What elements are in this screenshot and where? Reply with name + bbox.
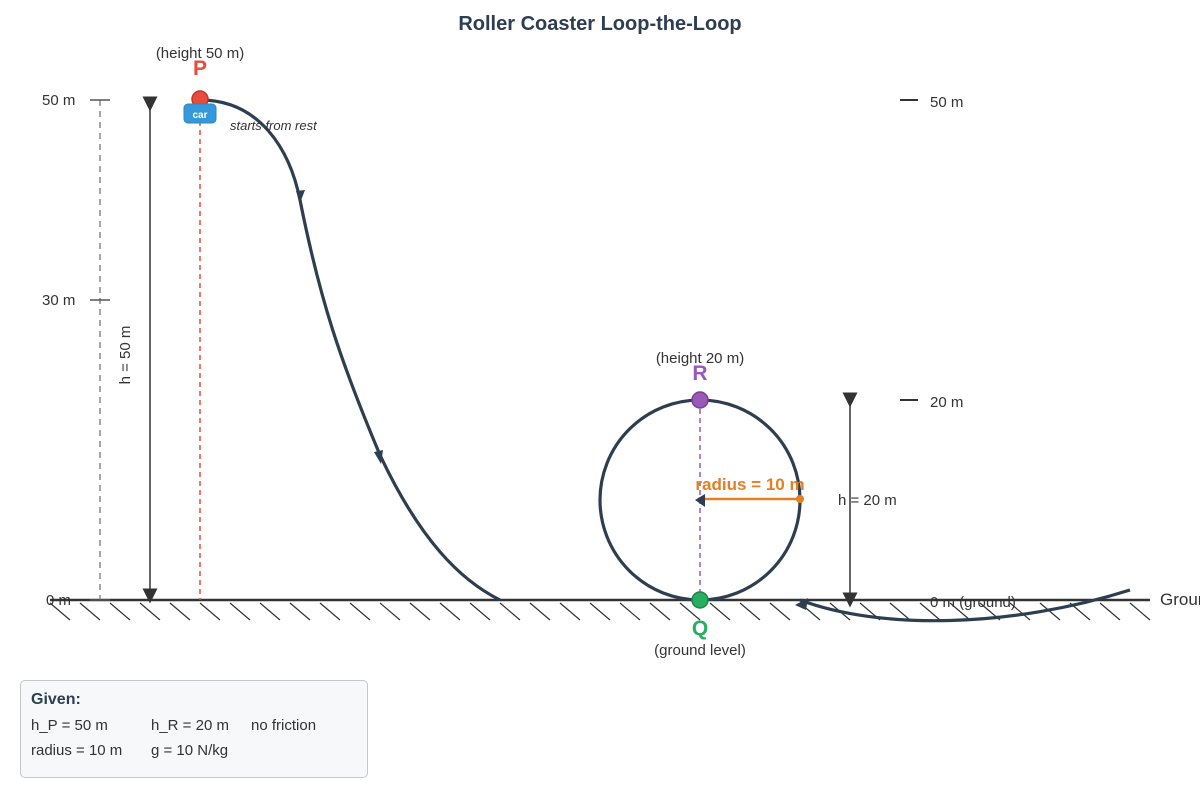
given-friction: no friction bbox=[251, 717, 317, 734]
start-note: starts from rest bbox=[230, 118, 318, 133]
left-tick-label-30: 30 m bbox=[42, 292, 75, 309]
point-p-caption: (height 50 m) bbox=[156, 45, 244, 62]
given-title: Given: bbox=[31, 691, 81, 708]
right-height-dimension: h = 20 m bbox=[838, 392, 897, 608]
diagram-title: Roller Coaster Loop-the-Loop bbox=[458, 13, 741, 35]
radius-indicator: radius = 10 m bbox=[695, 475, 805, 507]
right-tick-label-50: 50 m bbox=[930, 94, 963, 111]
point-p: car P (height 50 m) starts from rest bbox=[156, 45, 318, 133]
point-r-caption: (height 20 m) bbox=[656, 350, 744, 367]
point-q-marker bbox=[691, 591, 709, 609]
exit-track bbox=[799, 588, 1131, 623]
given-box: Given: h_P = 50 m h_R = 20 m no friction… bbox=[20, 680, 368, 778]
left-tick-label-50: 50 m bbox=[42, 92, 75, 109]
car-label: car bbox=[192, 110, 207, 121]
point-r: R (height 20 m) bbox=[656, 350, 744, 409]
left-tick-label-0: 0 m bbox=[46, 592, 71, 609]
left-height-dimension: h = 50 m bbox=[117, 96, 158, 604]
given-g: g = 10 N/kg bbox=[151, 742, 229, 759]
right-tick-label-0: 0 m (ground) bbox=[930, 594, 1016, 611]
direction-arrow-icon bbox=[374, 450, 383, 464]
point-r-marker bbox=[691, 391, 709, 409]
left-height-scale: 50 m 30 m 0 m bbox=[42, 92, 110, 609]
given-radius: radius = 10 m bbox=[31, 742, 123, 759]
direction-arrow-icon bbox=[296, 190, 305, 203]
right-tick-label-20: 20 m bbox=[930, 394, 963, 411]
given-h-r: h_R = 20 m bbox=[151, 717, 229, 734]
right-height-scale: 50 m 20 m 0 m (ground) bbox=[900, 94, 1016, 611]
right-dimension-label: h = 20 m bbox=[838, 492, 897, 509]
car-icon bbox=[183, 103, 217, 124]
ground-label: Ground bbox=[1160, 590, 1200, 609]
point-p-letter: P bbox=[193, 57, 207, 80]
left-dimension-label: h = 50 m bbox=[117, 326, 134, 385]
direction-arrow-icon bbox=[795, 598, 808, 610]
descent-track bbox=[199, 98, 501, 602]
given-h-p: h_P = 50 m bbox=[31, 717, 108, 734]
ground-hatching bbox=[49, 602, 1151, 621]
point-r-letter: R bbox=[692, 362, 707, 385]
radius-label: radius = 10 m bbox=[695, 475, 804, 494]
point-q-caption: (ground level) bbox=[654, 642, 746, 659]
point-q-letter: Q bbox=[692, 617, 708, 640]
point-q: Q (ground level) bbox=[654, 591, 746, 659]
